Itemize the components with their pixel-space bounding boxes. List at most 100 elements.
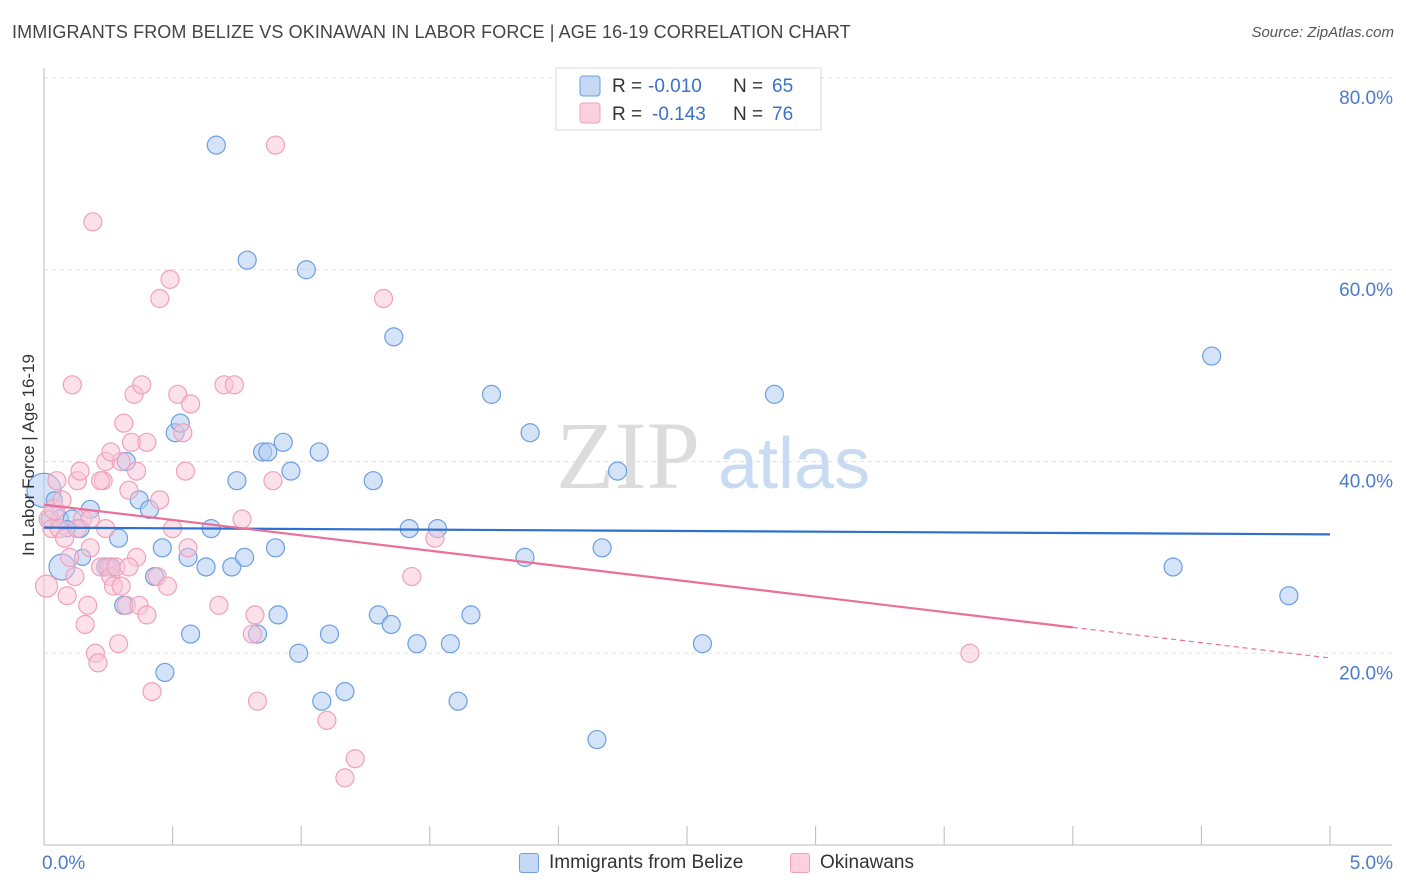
data-point [119, 557, 139, 577]
legend-swatch-okinawans [790, 853, 810, 873]
data-point [425, 528, 445, 548]
data-point [296, 260, 316, 280]
trend-lines [43, 503, 1331, 659]
data-point [235, 547, 255, 567]
data-point [196, 557, 216, 577]
data-point [88, 653, 108, 673]
legend-r-value: -0.010 [648, 76, 702, 97]
data-point [237, 250, 257, 270]
data-point [111, 576, 131, 596]
gridlines [44, 77, 1392, 654]
data-point [592, 538, 612, 558]
y-tick-label: 80.0% [1339, 88, 1393, 109]
data-point [461, 605, 481, 625]
data-point [224, 375, 244, 395]
data-point [150, 490, 170, 510]
data-point [150, 288, 170, 309]
data-point [368, 605, 388, 625]
y-tick-label: 20.0% [1339, 663, 1393, 684]
data-point [448, 691, 468, 711]
data-point [317, 710, 337, 730]
legend-n-value: 76 [772, 104, 793, 125]
data-point [168, 384, 188, 404]
data-point [54, 528, 75, 548]
legend-n-label: N = [733, 104, 763, 125]
data-point [268, 605, 288, 625]
data-point [247, 691, 268, 711]
data-point [407, 634, 427, 654]
data-point [126, 461, 147, 481]
data-point [265, 135, 286, 155]
data-point [80, 538, 100, 558]
data-point [160, 269, 180, 289]
trend-line-okinawans-dashed [1072, 626, 1331, 659]
data-point [1202, 346, 1222, 366]
data-point [83, 212, 103, 232]
watermark-atlas: atlas [718, 424, 870, 504]
legend-swatch-belize [579, 75, 601, 97]
data-point [273, 432, 293, 452]
data-point [52, 490, 72, 510]
data-point [108, 528, 129, 548]
data-point [34, 574, 59, 598]
data-point [363, 471, 383, 491]
data-point [137, 432, 157, 452]
legend-r-label: R = [612, 104, 642, 125]
data-point [157, 576, 178, 596]
legend-swatch-okinawans [579, 102, 601, 124]
data-point [114, 413, 134, 433]
data-point [181, 624, 201, 644]
data-point [312, 691, 332, 711]
data-point [345, 749, 365, 769]
data-point [206, 135, 226, 155]
data-point [57, 586, 77, 606]
data-point [60, 547, 80, 567]
chart-title: IMMIGRANTS FROM BELIZE VS OKINAWAN IN LA… [12, 22, 851, 42]
y-tick-label: 60.0% [1339, 280, 1393, 301]
data-point [75, 614, 95, 635]
y-tick-label: 40.0% [1339, 472, 1393, 493]
data-point [70, 461, 90, 481]
data-point [65, 566, 85, 587]
data-point [587, 729, 607, 750]
data-point [173, 423, 193, 443]
data-point [1279, 586, 1299, 606]
data-point [309, 442, 329, 462]
data-point [607, 461, 628, 481]
data-point [108, 634, 129, 654]
data-point [440, 634, 460, 654]
data-point [381, 614, 401, 635]
x-tick-label: 5.0% [1350, 853, 1393, 874]
legend-item-okinawans[interactable]: Okinawans [790, 852, 914, 874]
legend-n-label: N = [733, 76, 763, 97]
data-point [178, 538, 198, 558]
legend-n-value: 65 [772, 76, 793, 97]
data-point [101, 442, 121, 462]
data-point [373, 288, 394, 309]
data-point [960, 643, 980, 663]
data-point [209, 595, 229, 615]
x-tick-label: 0.0% [42, 853, 85, 874]
top-legend: R = -0.010 N = 65 R = -0.143 N = 76 [555, 67, 822, 131]
data-point [319, 624, 340, 644]
y-tick-labels: 20.0% 40.0% 60.0% 80.0% [1339, 88, 1393, 684]
data-point [78, 595, 98, 615]
data-point [764, 384, 785, 404]
data-point [132, 375, 152, 395]
data-point [90, 471, 111, 491]
data-point [335, 681, 355, 702]
data-point [281, 461, 301, 481]
data-point [222, 557, 242, 577]
data-point [119, 480, 139, 500]
legend-label-okinawans: Okinawans [820, 852, 914, 873]
data-point [1163, 557, 1183, 577]
data-point [258, 442, 278, 462]
data-point [335, 768, 355, 788]
data-point [152, 538, 172, 558]
legend-swatch-belize [519, 853, 539, 873]
data-point [384, 327, 404, 347]
trend-line-belize [43, 526, 1331, 536]
data-point [227, 471, 247, 491]
legend-item-belize[interactable]: Immigrants from Belize [519, 852, 743, 874]
